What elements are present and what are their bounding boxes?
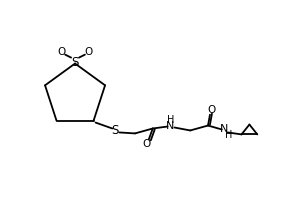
Text: N: N — [166, 121, 175, 131]
Text: O: O — [57, 47, 65, 57]
Text: O: O — [208, 105, 216, 115]
Text: H: H — [167, 115, 174, 125]
Text: S: S — [71, 56, 79, 69]
Text: O: O — [85, 47, 93, 57]
Text: S: S — [112, 124, 119, 137]
Text: H: H — [225, 130, 232, 140]
Text: N: N — [220, 124, 228, 134]
Text: O: O — [143, 139, 151, 149]
